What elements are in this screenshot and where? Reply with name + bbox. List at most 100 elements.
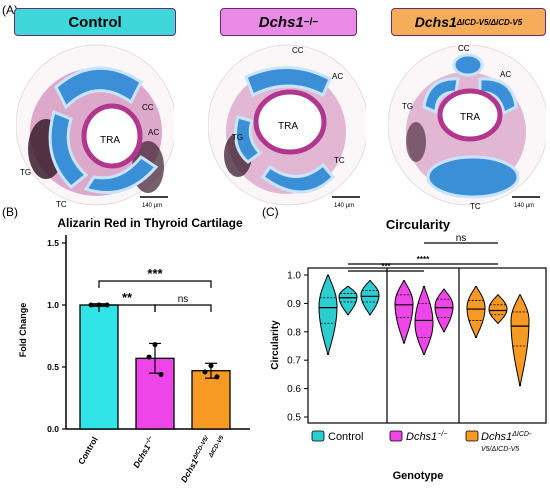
scale-label: 140 µm xyxy=(142,203,162,209)
legend-swatch-dchs1 xyxy=(389,430,403,442)
significance-bracket-0 xyxy=(98,280,212,288)
label-tg: TG xyxy=(232,133,243,142)
x-tick-label-control-text: Control xyxy=(76,435,100,466)
significance-bracket-2 xyxy=(154,304,212,312)
cartilage-tc xyxy=(426,155,520,199)
data-point-0-0 xyxy=(88,302,94,308)
data-point-1-0 xyxy=(152,342,158,348)
svg-text:Dchs1−/−: Dchs1−/− xyxy=(406,431,447,443)
y-tick-label-3: 0.8 xyxy=(287,327,301,338)
legend-swatch-dicd xyxy=(465,430,479,442)
y-tick-label-3: 1.5 xyxy=(47,238,59,248)
legend-label-dchs1: Dchs1 xyxy=(406,431,437,443)
legend-label-dicd-line2: V5/ΔICD-V5 xyxy=(481,446,519,453)
y-tick-label-1: 0.5 xyxy=(47,362,59,372)
x-tick-label-dicd-sup: ΔICD-V5/ xyxy=(192,434,211,461)
violin-0-2 xyxy=(360,280,380,316)
svg-text:Dchs1ΔICD-V5/: Dchs1ΔICD-V5/ xyxy=(179,434,214,484)
legend: Control Dchs1−/− Dchs1ΔICD- V5/ΔICD-V5 xyxy=(311,430,532,453)
header-dchs1-ko: Dchs1 −/− xyxy=(220,8,357,36)
data-point-1-2 xyxy=(158,371,164,377)
label-tg: TG xyxy=(20,168,31,177)
significance-label-2: ns xyxy=(456,233,467,244)
chart-title: Alizarin Red in Thyroid Cartilage xyxy=(57,216,243,230)
label-ac: AC xyxy=(332,72,343,81)
plot-frame xyxy=(307,267,547,424)
x-tick-label-dchs1-sup: −/− xyxy=(145,435,155,446)
y-axis-label: Circularity xyxy=(270,320,281,370)
violin-2-2 xyxy=(510,294,530,387)
trachea-lumen xyxy=(253,89,327,155)
header-dchs1-dicd-sup: ΔICD-V5/ΔICD-V5 xyxy=(456,17,523,27)
significance-label-0: *** xyxy=(381,262,391,271)
y-tick-label-1: 0.6 xyxy=(287,384,301,395)
cartilage-cc xyxy=(452,53,484,77)
label-cc: CC xyxy=(292,46,304,55)
label-cc: CC xyxy=(458,44,470,53)
label-tra: TRA xyxy=(100,135,120,146)
data-point-1-1 xyxy=(146,354,152,360)
legend-label-dchs1-sup: −/− xyxy=(437,431,447,438)
legend-label-dicd-sup: ΔICD- xyxy=(511,431,532,438)
y-tick-label-2: 1.0 xyxy=(47,300,59,310)
data-point-2-2 xyxy=(214,374,220,380)
significance-label-1: **** xyxy=(417,255,430,264)
chart-title: Circularity xyxy=(386,217,451,232)
label-tc: TC xyxy=(56,200,67,209)
y-tick-label-4: 0.9 xyxy=(287,299,301,310)
violin-0-0 xyxy=(318,274,338,356)
bar-0 xyxy=(79,304,119,430)
cartilage-left xyxy=(234,115,263,164)
y-tick-label-5: 1.0 xyxy=(287,271,301,282)
header-control: Control xyxy=(14,8,176,36)
micrograph-dchs1-ko: TRA CC AC TG TC 140 µm xyxy=(208,44,366,209)
data-point-2-1 xyxy=(202,369,208,375)
x-tick-label-dicd: Dchs1ΔICD-V5/ ΔICD-V5 xyxy=(179,434,226,484)
header-control-label: Control xyxy=(68,13,122,31)
violin-2-1 xyxy=(488,294,508,324)
trachea-lumen xyxy=(437,88,503,142)
x-tick-label-control: Control xyxy=(76,435,100,466)
label-ac: AC xyxy=(500,70,511,79)
panel-b-label: (B) xyxy=(2,205,18,219)
violin-2-0 xyxy=(466,285,486,338)
significance-label-0: *** xyxy=(147,266,163,281)
significance-label-1: ** xyxy=(122,290,133,305)
svg-text:Dchs1−/−: Dchs1−/− xyxy=(131,435,157,470)
label-tra: TRA xyxy=(460,112,480,123)
header-dchs1-dicd-label: Dchs1 xyxy=(414,14,457,30)
micrograph-control: TRA CC AC TG TC 140 µm xyxy=(16,44,174,209)
data-point-2-0 xyxy=(208,363,214,369)
violin-1-0 xyxy=(394,280,414,344)
header-dchs1-ko-label: Dchs1 xyxy=(258,13,304,31)
violin-0-1 xyxy=(338,285,358,316)
y-tick-label-0: 0.0 xyxy=(47,424,59,434)
cartilage-left xyxy=(48,109,89,190)
scale-label: 140 µm xyxy=(514,203,534,209)
label-tc: TC xyxy=(470,202,481,211)
bar-chart: Alizarin Red in Thyroid Cartilage Fold C… xyxy=(18,216,250,484)
panel-c-label: (C) xyxy=(262,205,279,219)
bar-2 xyxy=(191,370,231,430)
y-tick-label-0: 0.5 xyxy=(287,413,301,424)
label-cc: CC xyxy=(142,103,154,112)
x-tick-label-dchs1: Dchs1−/− xyxy=(131,435,157,470)
micrograph-dchs1-dicd: TRA CC AC TG TC 140 µm xyxy=(388,44,546,211)
header-dchs1-ko-sup: −/− xyxy=(303,16,319,28)
y-tick-label-2: 0.7 xyxy=(287,356,301,367)
header-dchs1-dicd: Dchs1 ΔICD-V5/ΔICD-V5 xyxy=(391,8,546,36)
legend-label-control: Control xyxy=(328,431,363,443)
svg-text:Dchs1ΔICD-: Dchs1ΔICD- xyxy=(481,431,532,443)
violin-chart: Circularity Circularity 0.5 0.6 0.7 0.8 0.9 1… xyxy=(270,217,547,482)
legend-swatch-control xyxy=(311,430,325,442)
cartilage-cc xyxy=(54,66,143,110)
label-ac: AC xyxy=(148,128,159,137)
label-tra: TRA xyxy=(278,121,298,132)
x-axis-label: Genotype xyxy=(393,470,444,482)
x-tick-label-dicd-line2: ΔICD-V5 xyxy=(208,435,226,460)
scale-label: 140 µm xyxy=(334,203,354,209)
violin-1-2 xyxy=(434,288,454,333)
y-axis-label: Fold Change xyxy=(18,303,28,358)
cartilage-tc xyxy=(83,154,159,194)
legend-label-dicd: Dchs1 xyxy=(481,431,512,443)
